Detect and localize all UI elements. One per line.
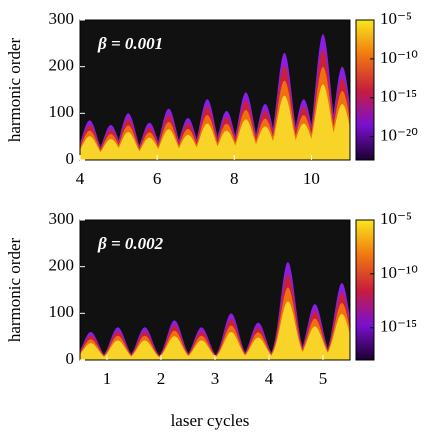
y-tick-label: 200 [49, 56, 75, 75]
harmonic-lobe [286, 326, 344, 360]
y-tick-label: 0 [66, 149, 75, 168]
colorbar-tick-label: 10⁻¹⁰ [380, 48, 418, 67]
x-tick-label: 1 [103, 369, 112, 388]
x-tick-label: 8 [230, 169, 239, 188]
colorbar-tick-label: 10⁻¹⁰ [380, 263, 418, 282]
harmonic-lobe [173, 340, 230, 360]
harmonic-lobe [256, 95, 313, 160]
harmonic-lobe [229, 337, 287, 360]
x-tick-label: 10 [303, 169, 320, 188]
harmonic-lobe [159, 134, 217, 160]
colorbar-tick-label: 10⁻⁵ [380, 9, 412, 28]
harmonic-lobe [82, 139, 140, 160]
y-tick-label: 100 [49, 302, 75, 321]
x-tick-label: 4 [265, 369, 274, 388]
harmonic-lobe [80, 343, 120, 360]
annotation: β = 0.001 [97, 34, 163, 53]
y-axis-label: harmonic order [5, 38, 24, 143]
harmonic-lobe [121, 137, 178, 160]
colorbar [355, 219, 375, 361]
harmonic-lobe [294, 84, 350, 160]
harmonic-lobe [198, 130, 255, 160]
harmonic-lobe [140, 129, 198, 160]
colorbar-tick-label: 10⁻²⁰ [380, 126, 418, 145]
harmonic-lobe [178, 123, 236, 160]
y-tick-label: 300 [49, 9, 75, 28]
y-tick-label: 300 [49, 209, 75, 228]
harmonic-lobe [99, 132, 157, 160]
harmonic-lobe [313, 104, 350, 160]
y-tick-label: 200 [49, 256, 75, 275]
colorbar-tick-label: 10⁻¹⁵ [380, 87, 417, 106]
harmonic-lobe [313, 313, 350, 360]
x-tick-label: 2 [157, 369, 166, 388]
x-tick-label: 3 [211, 369, 220, 388]
colorbar-tick-label: 10⁻¹⁵ [380, 317, 417, 336]
annotation: β = 0.002 [97, 234, 164, 253]
heatmap [80, 262, 350, 360]
plot-frame [79, 19, 351, 161]
colorbar-tick-label: 10⁻⁵ [380, 209, 412, 228]
harmonic-lobe [146, 336, 203, 360]
harmonic-lobe [259, 301, 317, 360]
y-tick-label: 100 [49, 102, 75, 121]
x-tick-label: 4 [76, 169, 85, 188]
harmonic-lobe [202, 332, 260, 360]
y-axis-label: harmonic order [5, 238, 24, 343]
harmonic-lobe [116, 340, 174, 360]
harmonic-lobe [275, 123, 333, 160]
heatmap [80, 34, 350, 160]
y-tick-label: 0 [66, 349, 75, 368]
x-tick-label: 6 [153, 169, 162, 188]
colorbar [355, 19, 375, 161]
plot-background [80, 220, 350, 360]
harmonic-lobe [89, 340, 147, 360]
harmonic-lobe [217, 119, 275, 160]
x-axis-label: laser cycles [171, 411, 250, 430]
x-tick-label: 5 [319, 369, 328, 388]
harmonic-lobe [80, 136, 118, 160]
harmonic-lobe [236, 126, 294, 160]
